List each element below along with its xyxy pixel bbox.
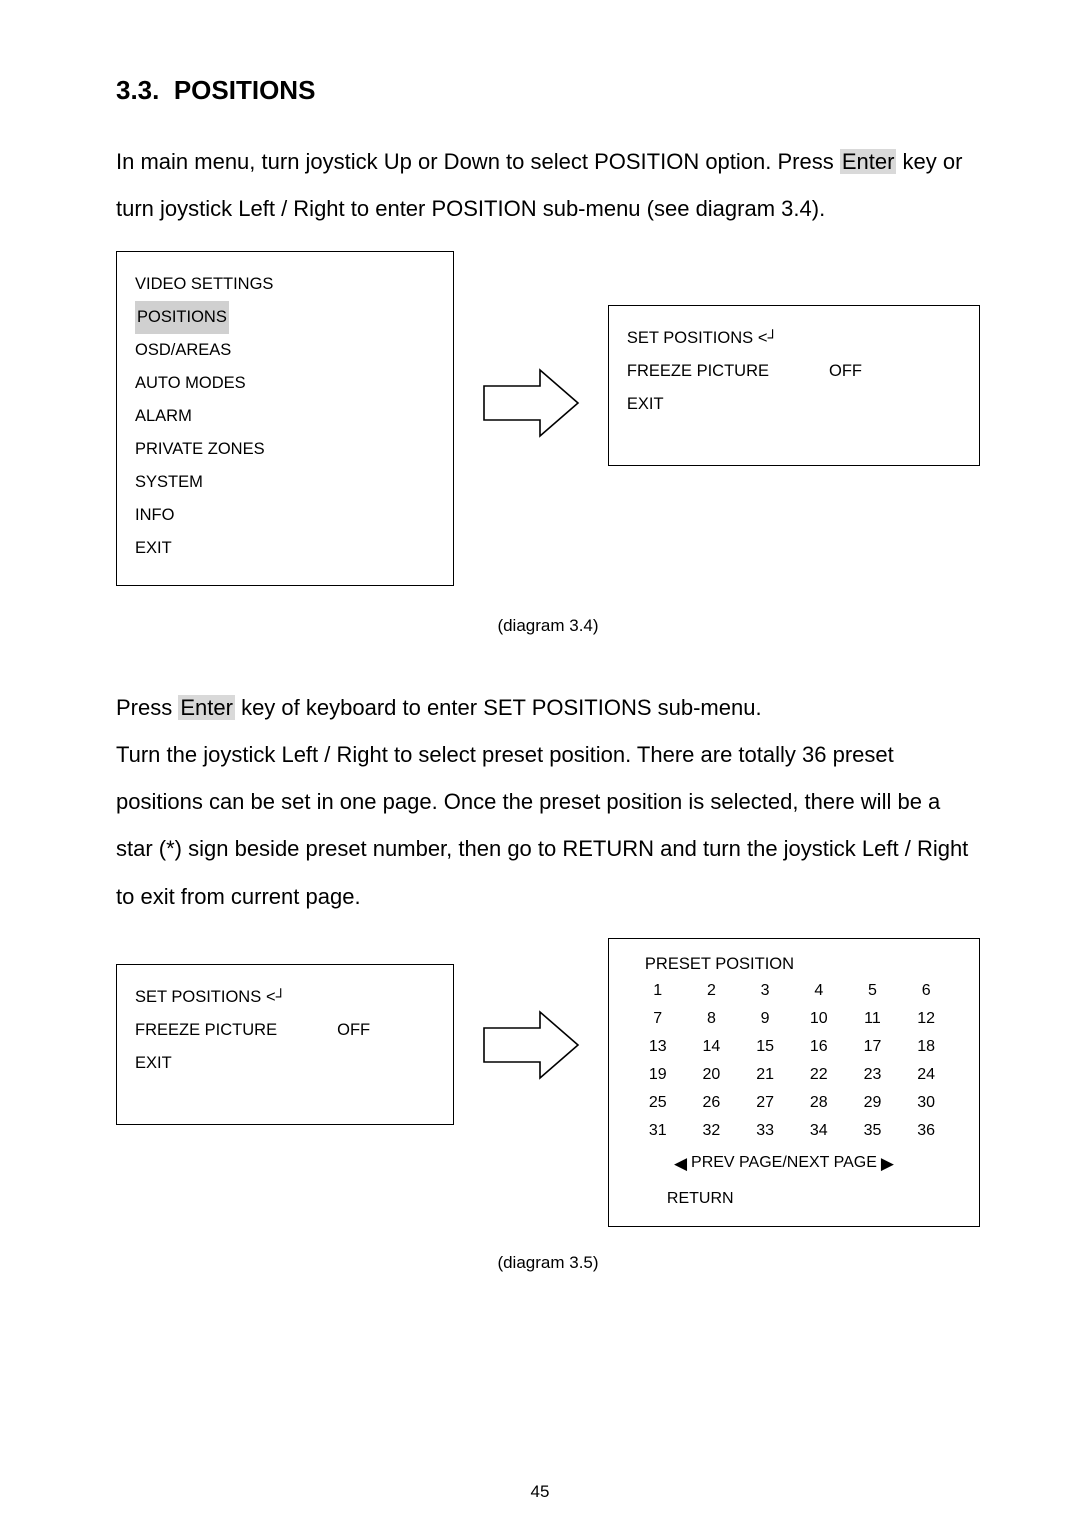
diagram-34-row: VIDEO SETTINGSPOSITIONSOSD/AREASAUTO MOD… <box>116 251 980 586</box>
section-number: 3.3. <box>116 75 159 105</box>
para2-a: Press <box>116 695 178 720</box>
preset-cell: 32 <box>685 1122 739 1140</box>
page-number: 45 <box>0 1482 1080 1502</box>
diagram-34-caption: (diagram 3.4) <box>116 616 980 636</box>
sub-menu-box-2: SET POSITIONS <┘ FREEZE PICTURE OFF EXIT <box>116 964 454 1125</box>
preset-cell: 19 <box>631 1066 685 1084</box>
diagram-35-caption: (diagram 3.5) <box>116 1253 980 1273</box>
enter-key-2: Enter <box>178 695 235 720</box>
preset-cell: 5 <box>846 982 900 1000</box>
main-menu-item: POSITIONS <box>135 301 435 334</box>
preset-cell: 27 <box>738 1094 792 1112</box>
preset-cell: 30 <box>899 1094 953 1112</box>
preset-cell: 7 <box>631 1010 685 1028</box>
preset-cell: 16 <box>792 1038 846 1056</box>
para2-b: key of keyboard to enter SET POSITIONS s… <box>235 695 762 720</box>
preset-cell: 14 <box>685 1038 739 1056</box>
main-menu-item: ALARM <box>135 400 435 433</box>
triangle-left-icon: ◀ <box>674 1155 687 1172</box>
preset-cell: 24 <box>899 1066 953 1084</box>
preset-cell: 22 <box>792 1066 846 1084</box>
preset-cell: 34 <box>792 1122 846 1140</box>
main-menu-item: SYSTEM <box>135 466 435 499</box>
para1-a: In main menu, turn joystick Up or Down t… <box>116 149 840 174</box>
preset-cell: 13 <box>631 1038 685 1056</box>
main-menu-item: PRIVATE ZONES <box>135 433 435 466</box>
freeze-label: FREEZE PICTURE <box>627 355 769 388</box>
freeze-value: OFF <box>829 355 862 388</box>
main-menu-box: VIDEO SETTINGSPOSITIONSOSD/AREASAUTO MOD… <box>116 251 454 586</box>
paragraph-2: Press Enter key of keyboard to enter SET… <box>116 684 980 731</box>
submenu-freeze: FREEZE PICTURE OFF <box>627 355 961 388</box>
prev-next-label: PREV PAGE/NEXT PAGE <box>691 1154 877 1172</box>
preset-cell: 28 <box>792 1094 846 1112</box>
main-menu-item: EXIT <box>135 532 435 565</box>
preset-title: PRESET POSITION <box>627 955 961 974</box>
preset-cell: 35 <box>846 1122 900 1140</box>
preset-cell: 36 <box>899 1122 953 1140</box>
preset-cell: 6 <box>899 982 953 1000</box>
preset-cell: 23 <box>846 1066 900 1084</box>
preset-cell: 17 <box>846 1038 900 1056</box>
main-menu-item: INFO <box>135 499 435 532</box>
paragraph-1: In main menu, turn joystick Up or Down t… <box>116 138 980 233</box>
preset-cell: 10 <box>792 1010 846 1028</box>
preset-cell: 3 <box>738 982 792 1000</box>
enter-glyph-icon: <┘ <box>758 329 778 348</box>
prev-next-row: ◀ PREV PAGE/NEXT PAGE ▶ <box>607 1154 961 1172</box>
enter-glyph-icon-2: <┘ <box>266 988 286 1007</box>
submenu-exit: EXIT <box>627 388 961 421</box>
preset-cell: 12 <box>899 1010 953 1028</box>
preset-cell: 15 <box>738 1038 792 1056</box>
arrow-icon <box>476 364 586 442</box>
preset-cell: 8 <box>685 1010 739 1028</box>
main-menu-item: VIDEO SETTINGS <box>135 268 435 301</box>
main-menu-item: AUTO MODES <box>135 367 435 400</box>
preset-cell: 20 <box>685 1066 739 1084</box>
preset-grid: 1234567891011121314151617181920212223242… <box>627 982 961 1140</box>
submenu-set-positions: SET POSITIONS <┘ <box>627 322 961 355</box>
submenu2-exit: EXIT <box>135 1047 435 1080</box>
preset-cell: 29 <box>846 1094 900 1112</box>
preset-cell: 21 <box>738 1066 792 1084</box>
preset-cell: 1 <box>631 982 685 1000</box>
preset-cell: 2 <box>685 982 739 1000</box>
section-heading: 3.3. POSITIONS <box>116 75 980 106</box>
section-title-text: POSITIONS <box>174 75 316 105</box>
preset-cell: 31 <box>631 1122 685 1140</box>
arrow-icon-2 <box>476 1006 586 1084</box>
preset-cell: 33 <box>738 1122 792 1140</box>
preset-cell: 25 <box>631 1094 685 1112</box>
main-menu-item: OSD/AREAS <box>135 334 435 367</box>
preset-cell: 26 <box>685 1094 739 1112</box>
preset-return: RETURN <box>627 1190 961 1208</box>
preset-cell: 4 <box>792 982 846 1000</box>
submenu2-set-positions: SET POSITIONS <┘ <box>135 981 435 1014</box>
preset-cell: 11 <box>846 1010 900 1028</box>
preset-cell: 18 <box>899 1038 953 1056</box>
triangle-right-icon: ▶ <box>881 1155 894 1172</box>
diagram-35-row: SET POSITIONS <┘ FREEZE PICTURE OFF EXIT… <box>116 938 980 1227</box>
preset-position-box: PRESET POSITION 123456789101112131415161… <box>608 938 980 1227</box>
preset-cell: 9 <box>738 1010 792 1028</box>
sub-menu-box: SET POSITIONS <┘ FREEZE PICTURE OFF EXIT <box>608 305 980 466</box>
paragraph-3: Turn the joystick Left / Right to select… <box>116 731 980 920</box>
submenu2-freeze: FREEZE PICTURE OFF <box>135 1014 435 1047</box>
enter-key-1: Enter <box>840 149 897 174</box>
